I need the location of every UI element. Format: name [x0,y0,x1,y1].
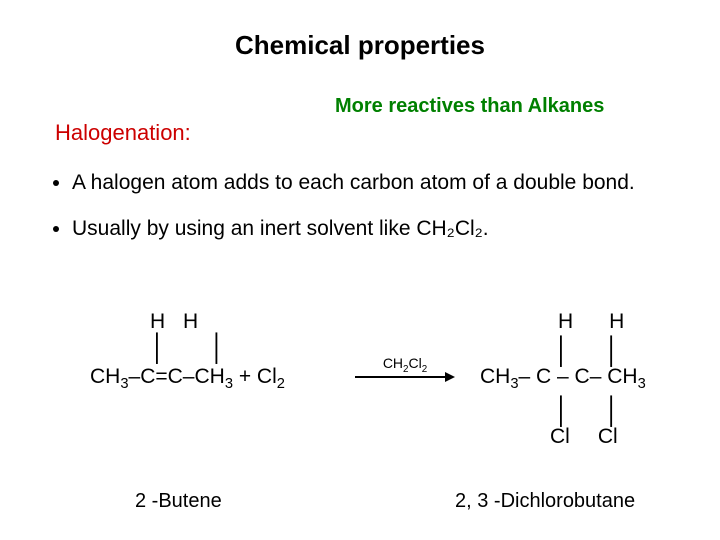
bullet-item: A halogen atom adds to each carbon atom … [72,170,670,196]
subscript: 3 [225,376,233,392]
text: Cl [409,355,422,371]
reactant-bonds-top: │ │ [150,332,244,363]
product-bonds-bottom: ││ [554,395,621,426]
text: – C – C– CH [519,365,638,388]
reactant-name: 2 -Butene [135,490,222,513]
subscript: 2 [277,376,285,392]
subscript: 3 [120,376,128,392]
text: CH [480,365,510,388]
reactant-top-h: H H [150,310,204,334]
text: │ [604,335,620,365]
text: + Cl [233,365,277,388]
text: H [558,310,573,333]
product-formula: CH3– C – C– CH3 [480,365,646,389]
reaction-arrow: CH2Cl2 [350,355,460,385]
product-bonds-top: ││ [554,335,621,366]
text: Cl [598,425,618,448]
text: │ [554,335,570,365]
bullet-list: A halogen atom adds to each carbon atom … [50,170,670,263]
subtitle: More reactives than Alkanes [335,95,604,118]
product-top-h: HH [558,310,624,334]
text: Cl [550,425,570,448]
text: CH [383,355,403,371]
subscript: 3 [638,376,646,392]
subscript: 2 [422,364,427,375]
text: │ [554,395,570,425]
text: │ [604,395,620,425]
product-bottom-cl: Cl Cl [550,425,618,449]
product-name: 2, 3 -Dichlorobutane [455,490,635,513]
bullet-item: Usually by using an inert solvent like C… [72,216,670,242]
slide: Chemical properties More reactives than … [0,0,720,540]
page-title: Chemical properties [0,30,720,61]
subscript: 3 [510,376,518,392]
reactant-formula: CH3–C=C–CH3 + Cl2 [90,365,285,389]
section-heading: Halogenation: [55,120,191,146]
text: H [609,310,624,333]
text: CH [90,365,120,388]
text: –C=C–CH [129,365,225,388]
